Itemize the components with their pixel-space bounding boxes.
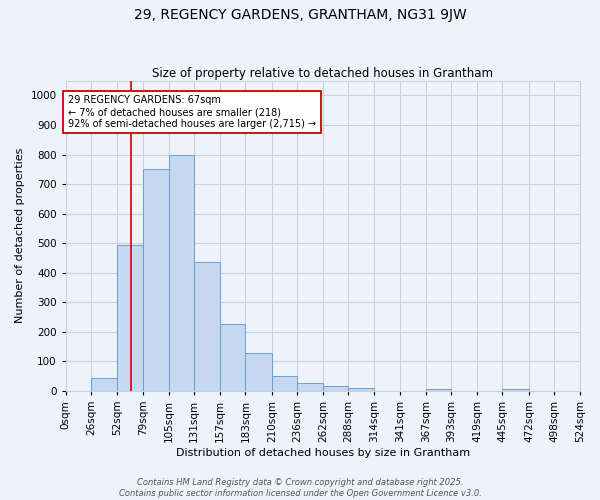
Bar: [194, 262, 220, 391]
Bar: [426, 389, 451, 391]
Bar: [220, 324, 245, 391]
Bar: [272, 376, 298, 391]
Text: Contains HM Land Registry data © Crown copyright and database right 2025.
Contai: Contains HM Land Registry data © Crown c…: [119, 478, 481, 498]
Bar: [502, 389, 529, 391]
Bar: [143, 170, 169, 391]
Y-axis label: Number of detached properties: Number of detached properties: [15, 148, 25, 324]
Bar: [117, 245, 143, 391]
Bar: [323, 386, 349, 391]
Text: 29, REGENCY GARDENS, GRANTHAM, NG31 9JW: 29, REGENCY GARDENS, GRANTHAM, NG31 9JW: [134, 8, 466, 22]
Bar: [245, 353, 272, 391]
Bar: [169, 154, 194, 391]
Bar: [91, 378, 117, 391]
Bar: [349, 388, 374, 391]
X-axis label: Distribution of detached houses by size in Grantham: Distribution of detached houses by size …: [176, 448, 470, 458]
Title: Size of property relative to detached houses in Grantham: Size of property relative to detached ho…: [152, 66, 493, 80]
Bar: [298, 382, 323, 391]
Text: 29 REGENCY GARDENS: 67sqm
← 7% of detached houses are smaller (218)
92% of semi-: 29 REGENCY GARDENS: 67sqm ← 7% of detach…: [68, 96, 316, 128]
